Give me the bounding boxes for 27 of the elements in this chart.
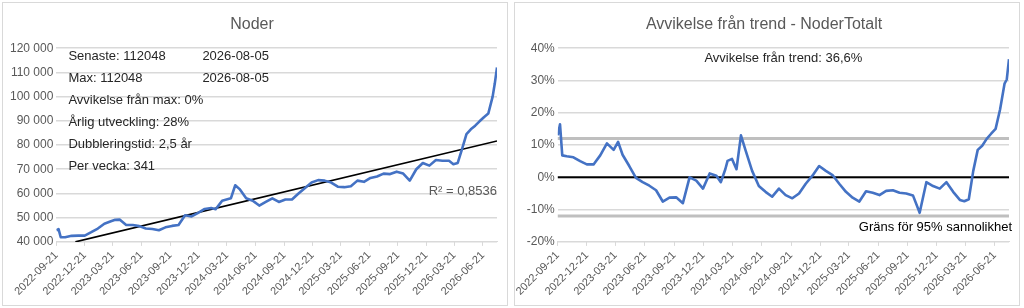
text: Max: 112048 2026-08-05: [68, 69, 269, 85]
annotation: Årlig utveckling: 28%: [68, 113, 190, 129]
y-tick-label: 110 000: [10, 64, 54, 79]
y-tick-label: 20%: [530, 105, 556, 120]
y-tick-label: 50 000: [16, 209, 54, 224]
y-tick-label: 40 000: [16, 234, 54, 249]
y-tick-label: 70 000: [16, 161, 54, 176]
y-tick-label: 60 000: [16, 185, 54, 200]
annotation: Avvikelse från trend: 36,6%: [704, 49, 863, 65]
annotation: Avvikelse från max: 0%: [68, 91, 204, 107]
ref-line-label: Gräns för 95% sannolikhet: [858, 219, 1013, 235]
y-tick-label: 0%: [537, 169, 556, 184]
annotation: Per vecka: 341: [68, 157, 156, 173]
y-tick-label: 80 000: [16, 137, 54, 152]
y-tick-label: 90 000: [16, 113, 54, 128]
y-tick-label: -10%: [526, 201, 556, 216]
y-tick-label: -20%: [526, 234, 556, 249]
y-tick-label: 30%: [530, 72, 556, 87]
text: Senaste: 112048 2026-08-05: [68, 47, 269, 63]
chart-title: Avvikelse från trend - NoderTotalt: [645, 15, 883, 33]
annotation: R² = 0,8536: [428, 182, 497, 198]
y-tick-label: 10%: [530, 137, 556, 152]
y-tick-label: 40%: [530, 40, 556, 55]
y-tick-label: 120 000: [9, 40, 54, 55]
y-tick-label: 100 000: [9, 88, 54, 103]
annotation: Dubbleringstid: 2,5 år: [68, 135, 193, 151]
chart-title: Noder: [230, 15, 275, 33]
